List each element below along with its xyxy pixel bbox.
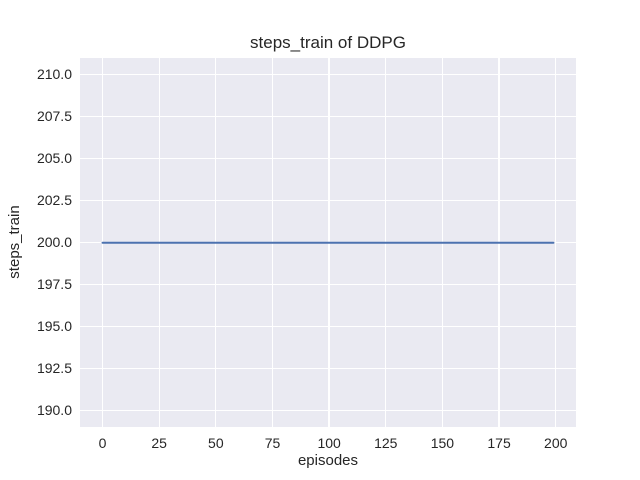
x-tick-label: 125 xyxy=(374,435,398,451)
y-tick-label: 190.0 xyxy=(36,402,72,419)
y-tick-label: 200.0 xyxy=(36,234,72,251)
x-tick-label: 150 xyxy=(430,435,455,451)
x-tick-label: 0 xyxy=(98,435,107,451)
y-tick-label: 207.5 xyxy=(36,108,72,125)
y-gridline xyxy=(80,367,576,370)
y-gridline xyxy=(80,283,576,286)
y-gridline xyxy=(80,157,576,160)
y-gridline xyxy=(80,73,576,76)
x-tick-label: 75 xyxy=(264,435,281,451)
y-tick-label: 210.0 xyxy=(36,66,72,83)
x-tick-label: 50 xyxy=(208,435,224,451)
x-tick-label: 200 xyxy=(544,435,568,451)
y-tick-label: 205.0 xyxy=(36,150,72,167)
y-gridline xyxy=(80,199,576,202)
y-tick-label: 195.0 xyxy=(36,318,72,335)
chart-title: steps_train of DDPG xyxy=(250,33,406,52)
x-axis-label: episodes xyxy=(297,452,359,469)
series-layer xyxy=(101,241,555,244)
y-tick-label: 197.5 xyxy=(36,276,72,293)
y-tick-label: 202.5 xyxy=(36,192,72,209)
y-tick-label: 192.5 xyxy=(36,360,72,377)
x-tick-label: 175 xyxy=(487,435,511,451)
plot-area xyxy=(80,57,576,428)
x-tick-label: 25 xyxy=(151,435,167,451)
y-gridline xyxy=(80,115,576,118)
y-gridline xyxy=(80,325,576,328)
x-tick-label: 100 xyxy=(317,435,341,451)
y-gridline xyxy=(80,409,576,412)
